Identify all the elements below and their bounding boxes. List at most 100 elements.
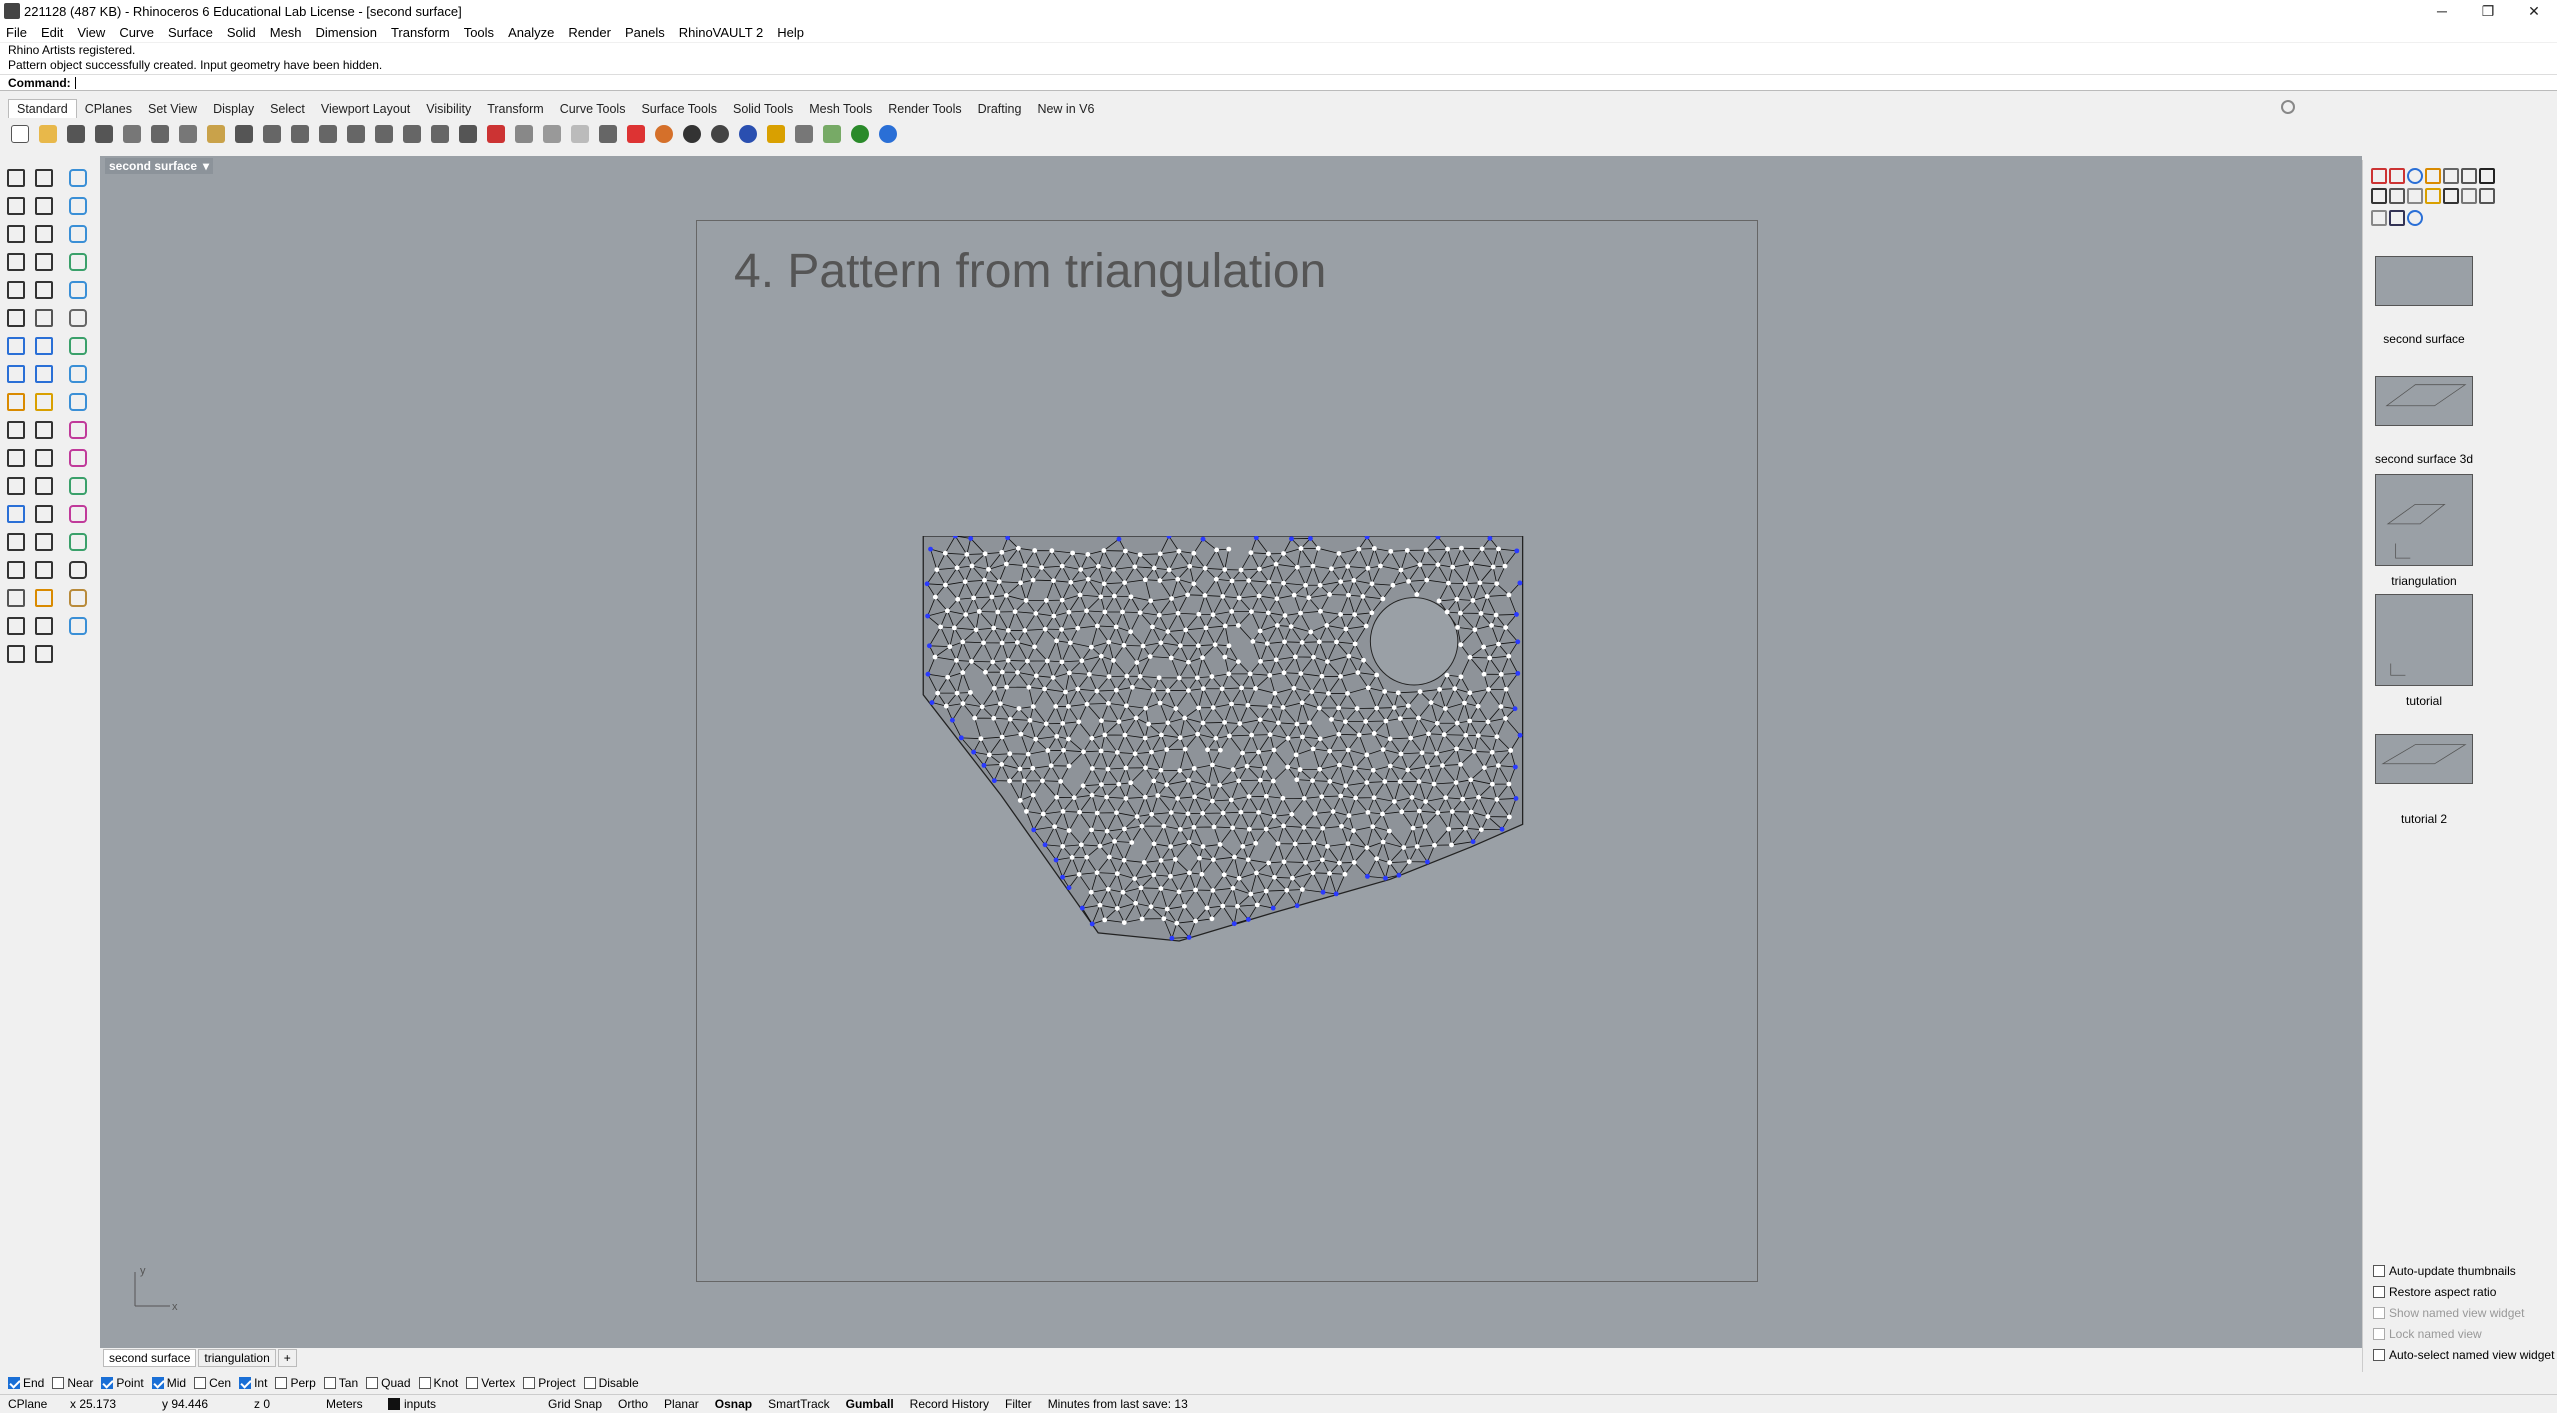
offset-icon[interactable] [32,306,56,330]
mesh-vertex[interactable] [1306,595,1312,601]
mesh-vertex[interactable] [1249,732,1255,738]
mesh-vertex[interactable] [1205,747,1210,753]
tab-standard[interactable]: Standard [8,99,77,118]
mesh-vertex[interactable] [1263,888,1269,894]
menu-mesh[interactable]: Mesh [269,24,302,40]
mesh-vertex[interactable] [1122,580,1128,586]
mesh-vertex[interactable] [1256,749,1262,755]
mesh-vertex[interactable] [1365,565,1371,571]
mesh-vertex[interactable] [1168,655,1174,661]
mesh-vertex[interactable] [1463,825,1468,831]
boundary-vertex[interactable] [1517,732,1523,738]
tab-drafting[interactable]: Drafting [977,102,1022,116]
mesh-vertex[interactable] [1246,826,1252,832]
mesh-vertex[interactable] [1220,903,1226,909]
mesh-vertex[interactable] [1390,582,1396,588]
mesh-vertex[interactable] [1401,845,1407,850]
mesh-vertex[interactable] [1101,581,1107,587]
mesh-vertex[interactable] [1365,685,1371,691]
mesh-vertex[interactable] [1454,720,1460,726]
mesh-vertex[interactable] [1336,551,1342,556]
checkbox-box[interactable] [2373,1307,2385,1319]
mesh-vertex[interactable] [1398,751,1404,757]
mesh-vertex[interactable] [1151,872,1157,878]
mesh-vertex[interactable] [1161,916,1167,922]
mesh-vertex[interactable] [1053,703,1059,709]
car-icon[interactable] [484,122,508,146]
osnap-mid[interactable]: Mid [151,1376,186,1390]
mesh-vertex[interactable] [1398,567,1404,573]
mesh-vertex[interactable] [1068,579,1074,585]
split-icon[interactable] [32,418,56,442]
dimension-icon[interactable] [4,502,28,526]
mesh-vertex[interactable] [1051,613,1057,619]
mesh-vertex[interactable] [1267,732,1273,738]
mesh-vertex[interactable] [1490,564,1496,570]
tab-new-in-v6[interactable]: New in V6 [1037,102,1095,116]
mesh-vertex[interactable] [1004,684,1010,690]
mesh-vertex[interactable] [1338,674,1343,679]
checkbox-box[interactable] [323,1377,336,1389]
mesh-vertex[interactable] [1039,565,1045,571]
mesh-vertex[interactable] [1458,610,1463,616]
mesh-vertex[interactable] [1475,733,1481,739]
mesh-vertex[interactable] [1478,827,1484,833]
curve-icon[interactable] [32,194,56,218]
mesh-vertex[interactable] [1217,747,1223,753]
mesh-vertex[interactable] [1352,641,1358,647]
mesh-vertex[interactable] [1052,824,1058,830]
boundary-vertex[interactable] [925,613,931,619]
mesh-vertex[interactable] [1102,917,1108,923]
mesh-vertex[interactable] [1175,610,1181,616]
rhinovault-tool-14-icon[interactable] [66,530,90,554]
tab-mesh-tools[interactable]: Mesh Tools [809,102,873,116]
mesh-vertex[interactable] [1266,551,1271,557]
mesh-vertex[interactable] [1380,747,1386,752]
mesh-vertex[interactable] [1230,825,1236,831]
checkbox-box[interactable] [2373,1265,2385,1277]
mesh-vertex[interactable] [1339,823,1344,829]
mesh-vertex[interactable] [951,625,957,631]
mesh-vertex[interactable] [1405,703,1411,709]
mesh-vertex[interactable] [1137,552,1143,558]
mesh-vertex[interactable] [1371,731,1377,736]
mesh-vertex[interactable] [1014,640,1020,645]
mesh-vertex[interactable] [973,627,979,633]
curve-icon[interactable] [32,642,56,666]
boundary-vertex[interactable] [1005,536,1011,541]
mesh-vertex[interactable] [1238,809,1244,815]
arc-icon[interactable] [32,222,56,246]
mesh-vertex[interactable] [1338,579,1344,585]
mesh-vertex[interactable] [1237,721,1243,727]
mesh-vertex[interactable] [1148,598,1154,604]
boundary-vertex[interactable] [1053,857,1059,863]
render-icon[interactable] [4,586,28,610]
mesh-vertex[interactable] [1212,642,1218,648]
mesh-vertex[interactable] [1343,783,1349,789]
mesh-vertex[interactable] [979,704,985,710]
mesh-vertex[interactable] [1273,657,1279,663]
mesh-vertex[interactable] [1478,611,1484,616]
mesh-vertex[interactable] [1324,622,1330,628]
mesh-vertex[interactable] [1089,766,1095,771]
open-folder-icon[interactable] [2425,188,2441,204]
menu-surface[interactable]: Surface [168,24,213,40]
save-icon[interactable] [64,122,88,146]
rotate-view-icon[interactable] [428,122,452,146]
mesh-vertex[interactable] [1441,732,1447,738]
mesh-vertex[interactable] [1336,860,1342,866]
mesh-vertex[interactable] [1266,860,1272,866]
toolbar-settings-gear-icon[interactable] [2281,100,2295,114]
mesh-vertex[interactable] [1236,778,1242,784]
mesh-vertex[interactable] [1003,561,1009,567]
gumball-icon[interactable] [32,474,56,498]
mesh-vertex[interactable] [938,624,944,630]
mesh-vertex[interactable] [1101,548,1107,554]
mesh-vertex[interactable] [1445,546,1451,552]
group-icon[interactable] [32,446,56,470]
mesh-vertex[interactable] [1346,592,1351,598]
mesh-vertex[interactable] [1280,704,1286,710]
loft-icon[interactable] [32,362,56,386]
four-viewports-icon[interactable] [456,122,480,146]
mesh-vertex[interactable] [1496,546,1501,552]
